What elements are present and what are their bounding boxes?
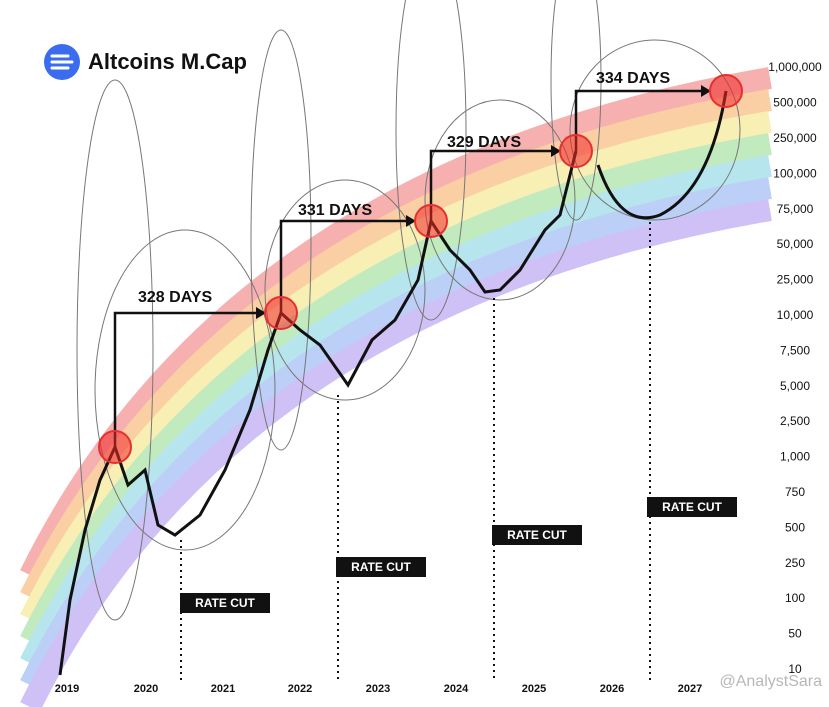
peak-markers — [98, 74, 743, 464]
y-tick-label: 50,000 — [777, 237, 814, 251]
y-tick-label: 500,000 — [773, 96, 817, 110]
x-tick-label: 2022 — [288, 683, 312, 695]
arrow-heads — [256, 85, 711, 319]
y-tick-label: 100,000 — [773, 166, 817, 180]
arrow-head — [256, 307, 266, 319]
event-box — [492, 525, 582, 545]
y-tick-label: 5,000 — [780, 379, 810, 393]
x-tick-label: 2025 — [522, 683, 546, 695]
y-tick-label: 10 — [788, 662, 802, 676]
band — [20, 199, 772, 707]
y-tick-label: 7,500 — [780, 343, 810, 357]
y-tick-label: 25,000 — [777, 273, 814, 287]
x-tick-label: 2023 — [366, 683, 390, 695]
y-tick-label: 2,500 — [780, 414, 810, 428]
event-label: RATE CUT — [351, 560, 411, 574]
y-tick-label: 50 — [788, 627, 802, 641]
ellipse — [250, 29, 312, 451]
event-lines — [180, 222, 651, 680]
arrow — [574, 89, 707, 151]
cycle-label: 334 DAYS — [596, 70, 670, 87]
logo-icon — [50, 54, 74, 70]
y-tick-label: 250 — [785, 556, 805, 570]
title: Altcoins M.Cap — [88, 49, 247, 74]
y-tick-label: 1,000 — [780, 450, 810, 464]
arrow-head — [551, 145, 561, 157]
y-tick-label: 10,000 — [777, 308, 814, 322]
cycle-ellipses — [76, 0, 741, 621]
peak-marker — [264, 296, 298, 330]
cycle-label: 328 DAYS — [138, 289, 212, 306]
peak-marker — [414, 204, 448, 238]
projection-path — [596, 90, 728, 220]
event-label: RATE CUT — [662, 500, 722, 514]
ellipse — [424, 99, 576, 301]
x-tick-label: 2020 — [134, 683, 158, 695]
peak-marker — [559, 134, 593, 168]
band — [20, 155, 772, 668]
arrow-head — [701, 85, 711, 97]
event-box — [336, 557, 426, 577]
y-tick-label: 750 — [785, 485, 805, 499]
y-tick-label: 500 — [785, 520, 805, 534]
event-box — [180, 593, 270, 613]
y-tick-label: 75,000 — [777, 202, 814, 216]
x-tick-label: 2021 — [211, 683, 235, 695]
x-tick-label: 2026 — [600, 683, 624, 695]
event-label: RATE CUT — [195, 596, 255, 610]
cycle-label: 329 DAYS — [447, 134, 521, 151]
ellipse — [395, 0, 467, 321]
peak-marker — [98, 430, 132, 464]
arrow-head — [406, 215, 416, 227]
price-path — [58, 150, 578, 676]
band — [20, 111, 772, 624]
cycle-arrows — [113, 89, 707, 447]
y-tick-label: 1,000,000 — [768, 60, 822, 74]
band — [20, 67, 772, 580]
event-label: RATE CUT — [507, 528, 567, 542]
x-tick-label: 2024 — [444, 683, 469, 695]
ellipse — [76, 79, 154, 621]
rainbow-bands — [20, 67, 772, 707]
band — [20, 89, 772, 602]
ellipse — [550, 0, 602, 221]
band — [20, 177, 772, 690]
ellipse — [94, 229, 276, 551]
arrow — [113, 311, 262, 447]
peak-marker — [709, 74, 743, 108]
ellipse — [264, 179, 426, 401]
cycle-label: 331 DAYS — [298, 202, 372, 219]
y-tick-label: 250,000 — [773, 131, 817, 145]
arrow — [429, 149, 557, 221]
watermark: @AnalystSara — [719, 673, 822, 690]
x-tick-label: 2027 — [678, 683, 702, 695]
y-tick-label: 100 — [785, 591, 805, 605]
band — [20, 133, 772, 646]
ellipse — [569, 39, 741, 221]
arrow — [279, 219, 412, 313]
x-tick-label: 2019 — [55, 683, 79, 695]
event-box — [647, 497, 737, 517]
